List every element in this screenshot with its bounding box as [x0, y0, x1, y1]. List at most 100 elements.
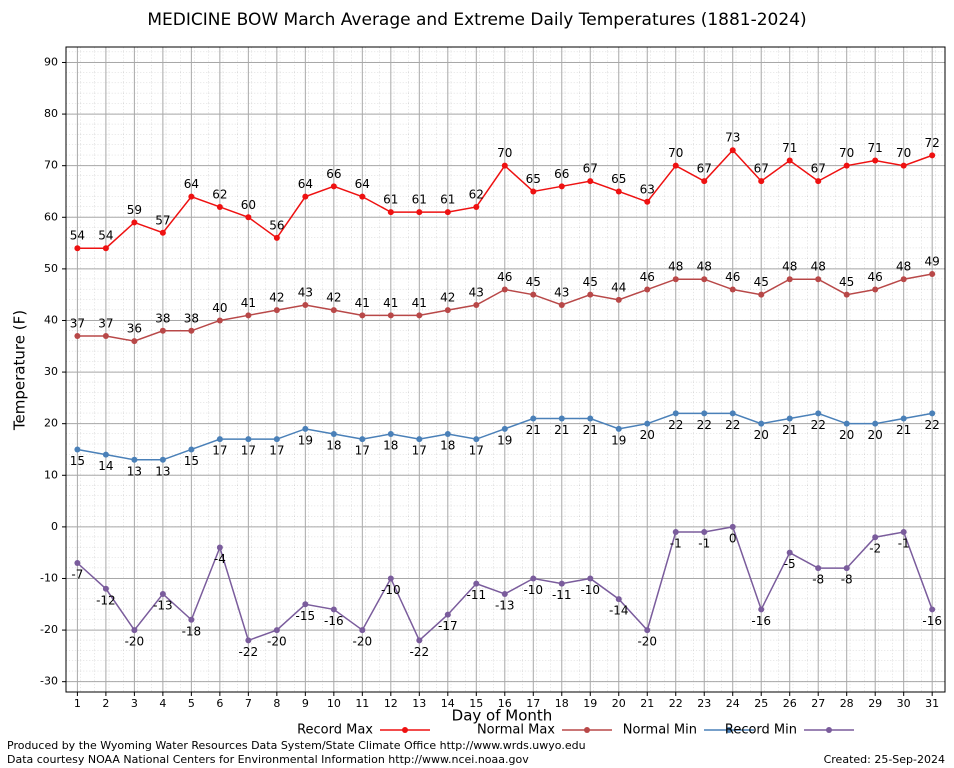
- data-point: [74, 332, 81, 339]
- data-point: [416, 637, 423, 644]
- data-point: [729, 523, 736, 530]
- data-point: [644, 627, 651, 634]
- data-point: [843, 291, 850, 298]
- data-label: 20: [754, 428, 769, 442]
- data-point: [815, 178, 822, 185]
- data-label: -12: [96, 593, 116, 607]
- y-tick-label: -20: [40, 623, 58, 636]
- legend-marker: [584, 727, 590, 733]
- data-point: [416, 312, 423, 319]
- legend-marker: [402, 727, 408, 733]
- data-point: [216, 436, 223, 443]
- data-point: [131, 456, 138, 463]
- data-point: [387, 209, 394, 216]
- data-label: 73: [725, 131, 740, 145]
- data-point: [672, 276, 679, 283]
- data-label: 45: [583, 275, 598, 289]
- x-tick-label: 29: [868, 697, 882, 710]
- data-label: 18: [383, 439, 398, 453]
- data-label: -1: [898, 537, 910, 551]
- data-point: [644, 198, 651, 205]
- data-label: 22: [697, 418, 712, 432]
- data-point: [701, 529, 708, 536]
- data-label: 59: [127, 203, 142, 217]
- data-point: [473, 203, 480, 210]
- data-label: 17: [269, 444, 284, 458]
- data-point: [758, 178, 765, 185]
- data-label: 56: [269, 218, 284, 232]
- x-tick-label: 13: [412, 697, 426, 710]
- data-point: [672, 410, 679, 417]
- data-label: -1: [698, 537, 710, 551]
- data-point: [501, 162, 508, 169]
- data-point: [131, 627, 138, 634]
- data-label: 17: [469, 444, 484, 458]
- data-label: 48: [782, 260, 797, 274]
- data-point: [701, 276, 708, 283]
- x-tick-label: 25: [754, 697, 768, 710]
- legend-label: Record Max: [297, 723, 373, 738]
- data-label: 21: [896, 423, 911, 437]
- data-label: 15: [184, 454, 199, 468]
- data-point: [273, 627, 280, 634]
- x-tick-label: 9: [302, 697, 309, 710]
- data-point: [387, 312, 394, 319]
- data-label: 37: [70, 316, 85, 330]
- data-point: [530, 188, 537, 195]
- data-point: [330, 431, 337, 437]
- data-point: [929, 606, 936, 613]
- x-tick-label: 23: [697, 697, 711, 710]
- data-label: 61: [383, 193, 398, 207]
- data-label: 43: [554, 286, 569, 300]
- data-label: -20: [353, 635, 373, 649]
- data-point: [159, 327, 166, 334]
- data-label: -5: [784, 557, 796, 571]
- data-point: [330, 307, 337, 314]
- data-label: -1: [670, 537, 682, 551]
- data-point: [900, 529, 907, 536]
- data-point: [758, 291, 765, 298]
- legend-label: Record Min: [725, 723, 797, 738]
- x-tick-label: 12: [384, 697, 398, 710]
- data-label: 45: [754, 275, 769, 289]
- data-point: [815, 410, 822, 417]
- x-tick-label: 3: [131, 697, 138, 710]
- data-point: [729, 147, 736, 154]
- y-tick-label: 60: [44, 210, 58, 223]
- data-label: 71: [868, 141, 883, 155]
- data-label: -22: [410, 645, 430, 659]
- x-tick-label: 2: [102, 697, 109, 710]
- data-label: 70: [668, 146, 683, 160]
- data-label: 22: [725, 418, 740, 432]
- data-point: [473, 580, 480, 587]
- data-label: 46: [725, 270, 740, 284]
- data-label: 48: [811, 260, 826, 274]
- x-tick-label: 21: [640, 697, 654, 710]
- data-point: [615, 425, 622, 432]
- data-point: [302, 601, 309, 608]
- data-point: [387, 431, 394, 437]
- data-label: 0: [729, 531, 737, 545]
- data-point: [188, 327, 195, 334]
- data-point: [530, 575, 537, 582]
- x-tick-label: 22: [669, 697, 683, 710]
- data-label: 67: [697, 162, 712, 176]
- y-tick-label: 30: [44, 365, 58, 378]
- x-tick-label: 4: [159, 697, 166, 710]
- data-point: [929, 271, 936, 278]
- y-tick-label: 0: [51, 520, 58, 533]
- data-label: 42: [269, 291, 284, 305]
- data-point: [359, 627, 366, 634]
- data-label: 63: [640, 182, 655, 196]
- data-point: [74, 446, 81, 453]
- data-point: [872, 534, 879, 541]
- data-label: -13: [495, 598, 515, 612]
- y-tick-label: 90: [44, 55, 58, 68]
- data-label: -7: [71, 568, 83, 582]
- x-tick-label: 30: [897, 697, 911, 710]
- x-tick-label: 18: [555, 697, 569, 710]
- data-label: 62: [469, 187, 484, 201]
- data-label: 67: [811, 162, 826, 176]
- data-label: 48: [896, 260, 911, 274]
